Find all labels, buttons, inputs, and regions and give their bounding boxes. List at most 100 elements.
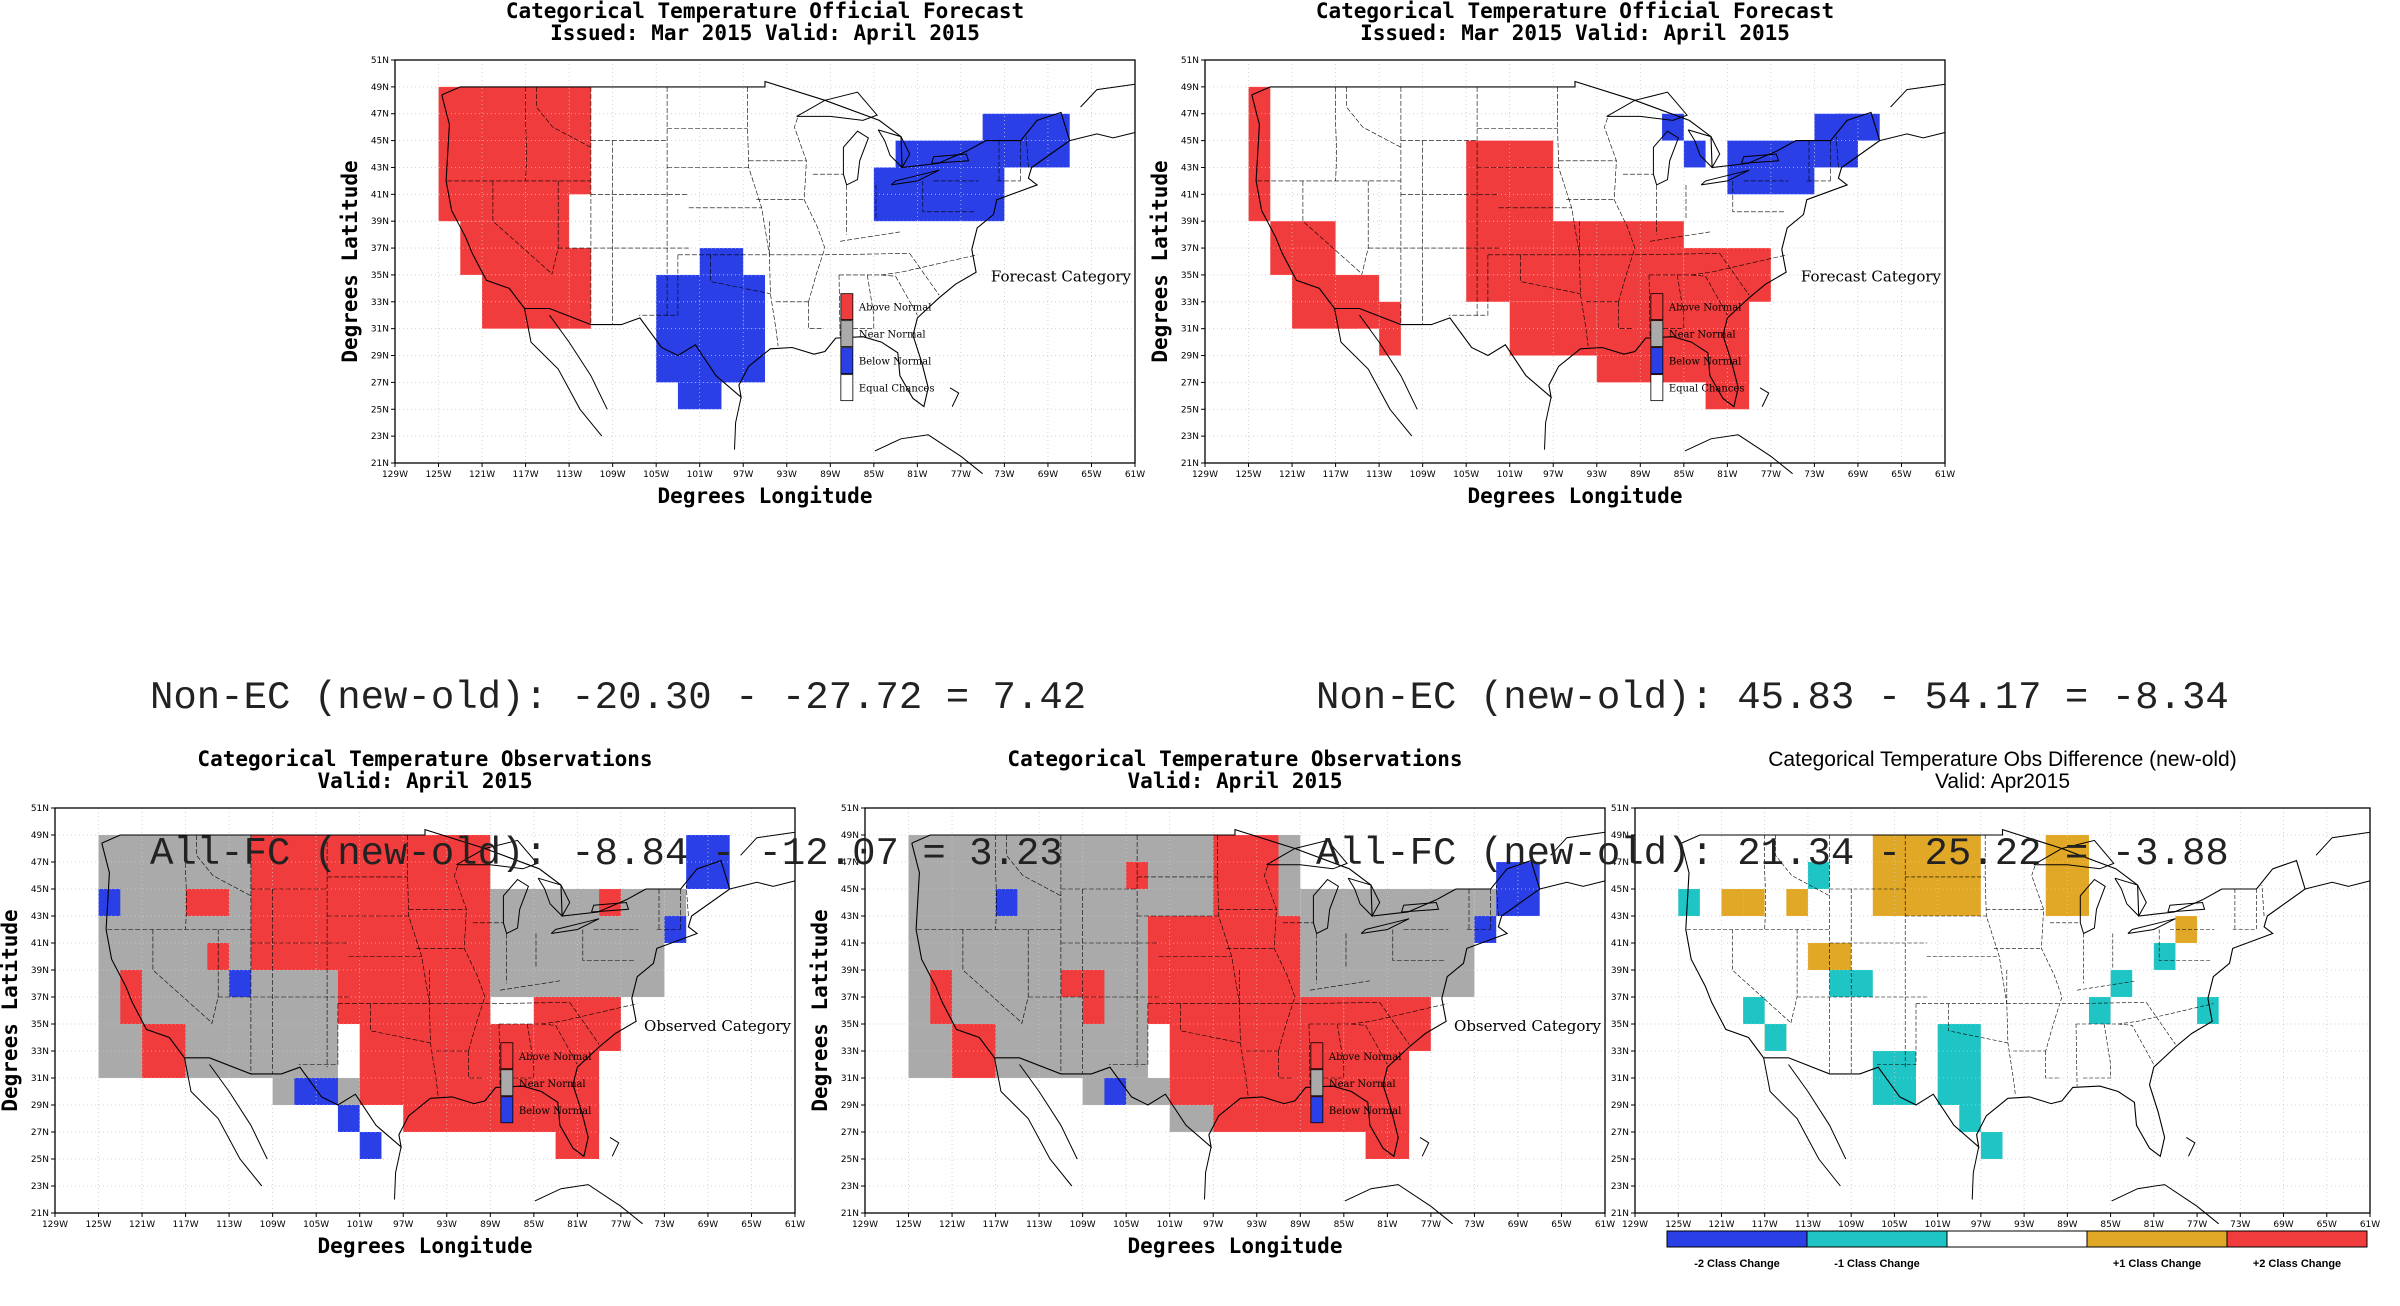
coastline <box>1550 831 1606 856</box>
map-svg: Categorical Temperature Official Forecas… <box>338 0 1145 508</box>
lon-tick-label: 97W <box>733 470 753 480</box>
lon-tick-label: 61W <box>1935 470 1955 480</box>
category-cell <box>1764 1024 1787 1051</box>
lat-tick-label: 41N <box>371 190 389 200</box>
lon-tick-label: 69W <box>1038 470 1058 480</box>
great-lake <box>842 130 870 186</box>
great-lake <box>502 878 530 934</box>
lon-tick-label: 69W <box>698 1220 718 1230</box>
category-cells <box>98 835 730 1159</box>
category-cell <box>1980 1132 2003 1159</box>
lat-tick-label: 51N <box>1611 804 1629 814</box>
great-lake <box>1687 129 1721 169</box>
lat-tick-label: 49N <box>31 831 49 841</box>
category-cell <box>460 221 570 275</box>
lon-tick-label: 97W <box>1971 1220 1991 1230</box>
lon-tick-label: 93W <box>2014 1220 2034 1230</box>
lon-tick-label: 117W <box>1752 1220 1778 1230</box>
map-subtitle: Valid: April 2015 <box>1128 769 1343 793</box>
lon-tick-label: 65W <box>741 1220 761 1230</box>
lat-tick-label: 25N <box>841 1155 859 1165</box>
colorbar-segment <box>1666 1230 1808 1248</box>
lon-tick-label: 65W <box>1551 1220 1571 1230</box>
coastline <box>1419 1136 1430 1157</box>
lon-tick-label: 121W <box>1279 470 1305 480</box>
category-cell <box>1937 1024 1981 1105</box>
coastline <box>729 880 796 890</box>
lon-tick-label: 81W <box>1377 1220 1397 1230</box>
lon-tick-label: 109W <box>1410 470 1436 480</box>
lat-tick-label: 43N <box>1181 163 1199 173</box>
lon-tick-label: 81W <box>2144 1220 2164 1230</box>
lat-tick-label: 27N <box>1611 1128 1629 1138</box>
plot-frame <box>54 807 796 1214</box>
lon-tick-label: 101W <box>1157 1220 1183 1230</box>
lon-tick-label: 65W <box>1891 470 1911 480</box>
lon-tick-label: 109W <box>1070 1220 1096 1230</box>
observation-difference-map: Categorical Temperature Obs Difference (… <box>1610 748 2400 1306</box>
lon-tick-label: 81W <box>567 1220 587 1230</box>
lon-tick-label: 65W <box>1081 470 1101 480</box>
coastline <box>2186 1136 2196 1157</box>
lat-tick-label: 27N <box>371 378 389 388</box>
stats-left-nonec: Non-EC (new-old): -20.30 - -27.72 = 7.42 <box>150 676 1087 720</box>
us-outline <box>441 80 1071 408</box>
lat-tick-label: 43N <box>371 163 389 173</box>
stats-left: Non-EC (new-old): -20.30 - -27.72 = 7.42… <box>150 568 1086 932</box>
state-boundaries <box>107 835 689 1096</box>
lat-tick-label: 35N <box>31 1020 49 1030</box>
lon-tick-label: 125W <box>425 470 451 480</box>
coastline <box>524 308 603 437</box>
category-cell <box>438 86 570 222</box>
lon-tick-label: 69W <box>1848 470 1868 480</box>
coastline <box>1971 1146 1980 1200</box>
coastline <box>1544 397 1552 450</box>
lat-tick-label: 25N <box>1181 405 1199 415</box>
lat-tick-label: 29N <box>371 352 389 362</box>
coastline <box>1019 1064 1078 1160</box>
category-cell <box>359 1132 382 1159</box>
legend-label: Above Normal <box>518 1052 592 1063</box>
lon-tick-label: 61W <box>2360 1220 2380 1230</box>
lat-tick-label: 21N <box>1611 1209 1629 1219</box>
y-axis-label: Degrees Latitude <box>338 160 362 362</box>
legend-title: Forecast Category <box>991 268 1132 286</box>
lon-tick-label: 105W <box>303 1220 329 1230</box>
lon-tick-label: 121W <box>129 1220 155 1230</box>
lat-tick-label: 49N <box>1611 831 1629 841</box>
x-axis-label: Degrees Longitude <box>1128 1234 1343 1258</box>
map-title: Categorical Temperature Official Forecas… <box>1316 0 1834 23</box>
legend-swatch <box>840 374 854 402</box>
axis-ticks: 129W 125W 121W 117W 113W 109W 105W 101W 97W 93W 89… <box>31 804 805 1230</box>
coastline <box>1890 83 1946 108</box>
coastline <box>1334 308 1413 437</box>
lat-tick-label: 41N <box>1181 190 1199 200</box>
great-lake <box>1312 878 1340 934</box>
legend-label: Below Normal <box>519 1106 591 1117</box>
lon-tick-label: 89W <box>2057 1220 2077 1230</box>
plot-frame <box>864 807 1606 1214</box>
category-cell <box>699 248 744 275</box>
lon-tick-label: 121W <box>939 1220 965 1230</box>
legend-swatch <box>1650 374 1664 402</box>
coastline <box>949 387 960 407</box>
lat-tick-label: 35N <box>1181 271 1199 281</box>
lat-tick-label: 47N <box>1611 858 1629 868</box>
lat-tick-label: 27N <box>1181 378 1199 388</box>
category-cell <box>1959 1105 1981 1132</box>
legend-swatch <box>1310 1042 1324 1070</box>
lat-tick-label: 49N <box>371 83 389 93</box>
lon-tick-label: 121W <box>469 470 495 480</box>
legend-title: Observed Category <box>1454 1017 1601 1035</box>
lon-tick-label: 77W <box>951 470 971 480</box>
coastline <box>2315 831 2371 856</box>
lat-tick-label: 37N <box>371 244 389 254</box>
lat-tick-label: 51N <box>31 804 49 814</box>
category-cell <box>1678 889 1700 916</box>
lon-tick-label: 97W <box>393 1220 413 1230</box>
great-lake <box>2033 839 2115 870</box>
coastline <box>1879 132 1946 142</box>
lon-tick-label: 81W <box>907 470 927 480</box>
lat-tick-label: 45N <box>31 885 49 895</box>
category-cell <box>1596 328 1684 356</box>
